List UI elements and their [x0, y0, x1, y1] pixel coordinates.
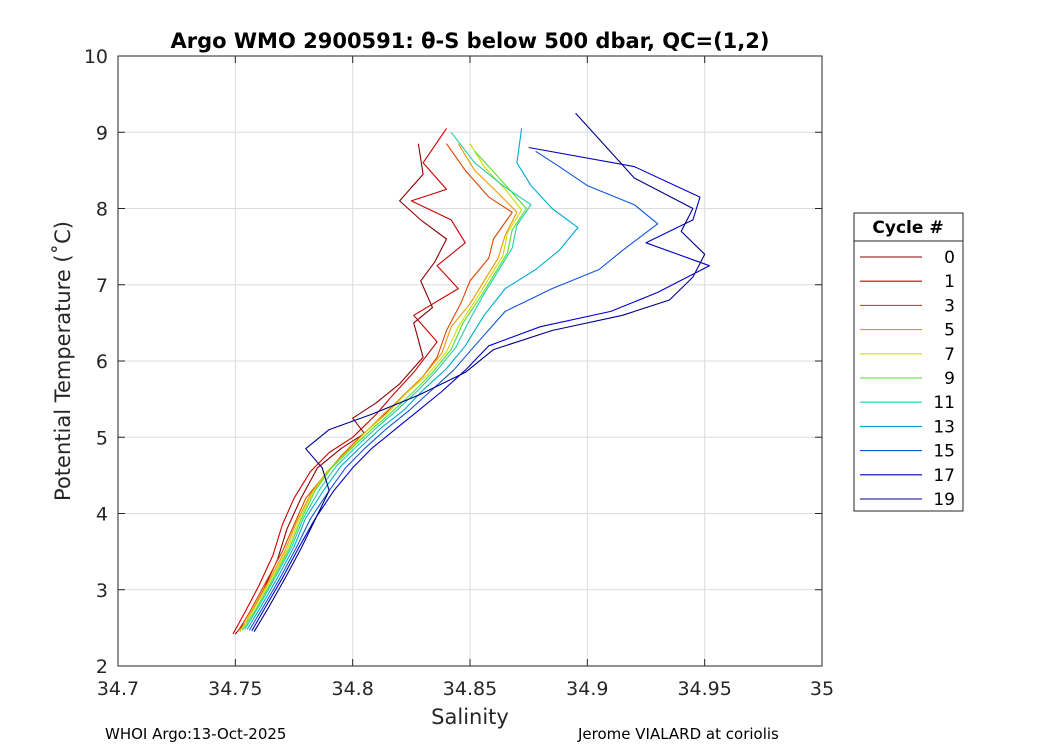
series-line-cycle-13 [246, 128, 579, 630]
series-line-cycle-11 [244, 131, 532, 630]
legend-label-cycle-17: 17 [933, 466, 955, 486]
footer-right: Jerome VIALARD at coriolis [578, 725, 779, 743]
legend-label-cycle-13: 13 [933, 417, 955, 437]
series-line-cycle-5 [239, 143, 518, 632]
legend-label-cycle-5: 5 [944, 321, 955, 341]
legend-label-cycle-19: 19 [933, 490, 955, 510]
y-tick-label: 2 [96, 656, 108, 678]
series-line-cycle-17 [251, 146, 710, 632]
legend-box [853, 212, 964, 512]
legend-label-cycle-0: 0 [944, 248, 955, 268]
grid [117, 55, 823, 667]
x-tick-label: 34.75 [208, 678, 262, 700]
y-tick-label: 7 [96, 275, 108, 297]
legend-label-cycle-3: 3 [944, 296, 955, 316]
y-axis-label: Potential Temperature (˚C) [51, 221, 75, 501]
series-line-cycle-9 [241, 150, 527, 631]
x-tick-label: 34.8 [332, 678, 374, 700]
legend-label-cycle-11: 11 [933, 393, 955, 413]
series-layer [232, 112, 710, 635]
x-tick-label: 34.95 [677, 678, 731, 700]
y-tick-label: 3 [96, 580, 108, 602]
y-tick-label: 4 [96, 504, 108, 526]
series-line-cycle-3 [237, 143, 513, 632]
legend-label-cycle-15: 15 [933, 442, 955, 462]
x-tick-label: 34.7 [97, 678, 139, 700]
legend-label-cycle-1: 1 [944, 272, 955, 292]
chart-title: Argo WMO 2900591: θ-S below 500 dbar, QC… [171, 29, 770, 53]
y-tick-label: 6 [96, 351, 108, 373]
series-line-cycle-1 [232, 128, 466, 635]
series-line-cycle-7 [239, 143, 523, 632]
series-line-cycle-0 [234, 143, 448, 635]
x-axis-label: Salinity [431, 705, 509, 729]
y-tick-label: 10 [84, 46, 108, 68]
y-tick-label: 5 [96, 427, 108, 449]
x-tick-label: 35 [810, 678, 834, 700]
series-line-cycle-15 [248, 150, 659, 631]
legend-label-cycle-9: 9 [944, 369, 955, 389]
y-tick-label: 9 [96, 122, 108, 144]
axes-layer: 34.7 34.75 34.8 34.85 34.9 34.95 35 2 3 4 5 6 7 8 9 10 [84, 46, 834, 700]
series-line-cycle-19 [253, 112, 706, 632]
legend-title: Cycle # [872, 218, 943, 238]
footer-left: WHOI Argo:13-Oct-2025 [105, 725, 287, 743]
x-tick-label: 34.9 [566, 678, 608, 700]
x-tick-label: 34.85 [443, 678, 497, 700]
y-tick-label: 8 [96, 199, 108, 221]
legend-label-cycle-7: 7 [944, 345, 955, 365]
